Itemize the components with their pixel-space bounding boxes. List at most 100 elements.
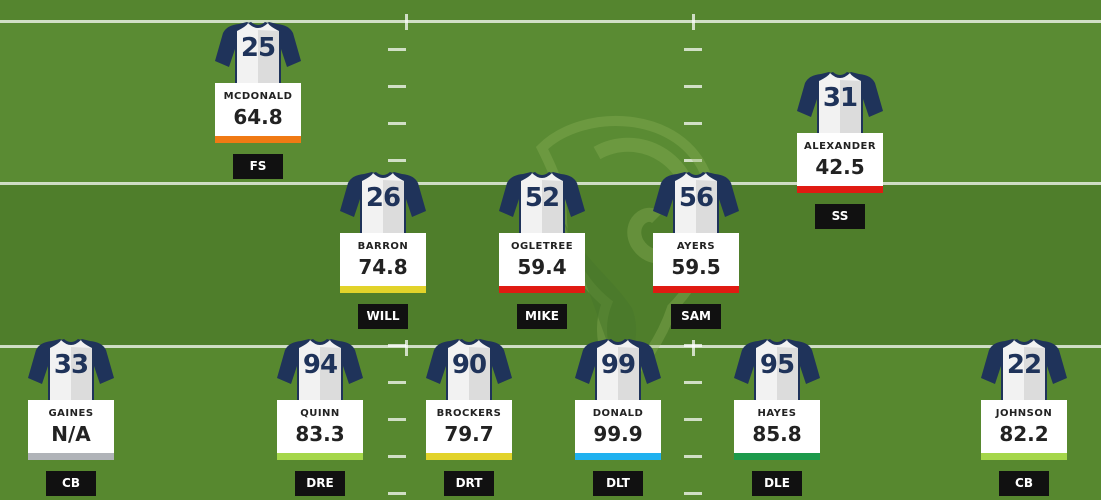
jersey-icon: 99 bbox=[575, 338, 661, 402]
hash-mark bbox=[684, 381, 702, 384]
yard-line bbox=[0, 20, 1101, 23]
hash-mark bbox=[388, 48, 406, 51]
hash-mark bbox=[692, 14, 695, 30]
jersey-number: 90 bbox=[451, 350, 487, 380]
jersey-number: 31 bbox=[822, 83, 858, 113]
hash-mark bbox=[388, 122, 406, 125]
player-grade: 59.5 bbox=[671, 255, 721, 279]
player-grade: 85.8 bbox=[752, 422, 802, 446]
player-info-card: AYERS 59.5 bbox=[653, 233, 739, 293]
grade-color-bar bbox=[797, 186, 883, 193]
jersey-icon: 31 bbox=[797, 71, 883, 135]
position-tag: DRE bbox=[295, 471, 345, 496]
position-tag: DRT bbox=[444, 471, 494, 496]
position-tag: DLE bbox=[752, 471, 802, 496]
hash-mark bbox=[405, 340, 408, 356]
jersey-icon: 33 bbox=[28, 338, 114, 402]
player-grade: 83.3 bbox=[295, 422, 345, 446]
position-tag: SS bbox=[815, 204, 865, 229]
player-grade: 79.7 bbox=[444, 422, 494, 446]
jersey-number: 56 bbox=[678, 183, 714, 213]
jersey-number: 25 bbox=[240, 33, 276, 63]
hash-mark bbox=[388, 159, 406, 162]
hash-mark bbox=[388, 85, 406, 88]
jersey-number: 95 bbox=[759, 350, 795, 380]
player-name: GAINES bbox=[48, 408, 94, 419]
player-info-card: JOHNSON 82.2 bbox=[981, 400, 1067, 460]
hash-mark bbox=[388, 344, 406, 347]
hash-mark bbox=[684, 159, 702, 162]
position-tag: WILL bbox=[358, 304, 408, 329]
grade-color-bar bbox=[734, 453, 820, 460]
player-info-card: OGLETREE 59.4 bbox=[499, 233, 585, 293]
player-name: ALEXANDER bbox=[803, 141, 877, 152]
yard-line bbox=[0, 345, 1101, 348]
hash-mark bbox=[388, 381, 406, 384]
jersey-icon: 25 bbox=[215, 21, 301, 85]
player-grade: 74.8 bbox=[358, 255, 408, 279]
player-name: OGLETREE bbox=[510, 241, 574, 252]
grade-color-bar bbox=[426, 453, 512, 460]
player-info-card: QUINN 83.3 bbox=[277, 400, 363, 460]
hash-mark bbox=[684, 85, 702, 88]
hash-mark bbox=[388, 418, 406, 421]
player-name: HAYES bbox=[757, 408, 797, 419]
jersey-icon: 56 bbox=[653, 171, 739, 235]
position-tag: DLT bbox=[593, 471, 643, 496]
jersey-number: 26 bbox=[365, 183, 401, 213]
jersey-icon: 94 bbox=[277, 338, 363, 402]
jersey-icon: 26 bbox=[340, 171, 426, 235]
player-name: BARRON bbox=[357, 241, 409, 252]
player-info-card: ALEXANDER 42.5 bbox=[797, 133, 883, 193]
hash-mark bbox=[692, 340, 695, 356]
grade-color-bar bbox=[981, 453, 1067, 460]
jersey-number: 22 bbox=[1006, 350, 1042, 380]
player-grade: 42.5 bbox=[815, 155, 865, 179]
jersey-number: 94 bbox=[302, 350, 338, 380]
hash-mark bbox=[405, 14, 408, 30]
player-grade: 82.2 bbox=[999, 422, 1049, 446]
grade-color-bar bbox=[340, 286, 426, 293]
hash-mark bbox=[684, 492, 702, 495]
position-tag: SAM bbox=[671, 304, 721, 329]
grade-color-bar bbox=[28, 453, 114, 460]
jersey-icon: 90 bbox=[426, 338, 512, 402]
player-info-card: HAYES 85.8 bbox=[734, 400, 820, 460]
player-info-card: BARRON 74.8 bbox=[340, 233, 426, 293]
player-info-card: BROCKERS 79.7 bbox=[426, 400, 512, 460]
position-tag: CB bbox=[46, 471, 96, 496]
player-grade: 99.9 bbox=[593, 422, 643, 446]
hash-mark bbox=[684, 455, 702, 458]
player-name: JOHNSON bbox=[995, 408, 1053, 419]
jersey-number: 99 bbox=[600, 350, 636, 380]
position-tag: MIKE bbox=[517, 304, 567, 329]
player-info-card: GAINES N/A bbox=[28, 400, 114, 460]
player-grade: 64.8 bbox=[233, 105, 283, 129]
grade-color-bar bbox=[653, 286, 739, 293]
position-tag: FS bbox=[233, 154, 283, 179]
hash-mark bbox=[684, 48, 702, 51]
jersey-icon: 95 bbox=[734, 338, 820, 402]
hash-mark bbox=[684, 122, 702, 125]
player-name: QUINN bbox=[300, 408, 340, 419]
hash-mark bbox=[684, 418, 702, 421]
hash-mark bbox=[388, 455, 406, 458]
player-name: DONALD bbox=[592, 408, 644, 419]
player-grade: N/A bbox=[51, 422, 91, 446]
grade-color-bar bbox=[215, 136, 301, 143]
jersey-icon: 52 bbox=[499, 171, 585, 235]
jersey-number: 33 bbox=[53, 350, 89, 380]
grade-color-bar bbox=[575, 453, 661, 460]
position-tag: CB bbox=[999, 471, 1049, 496]
jersey-number: 52 bbox=[524, 183, 560, 213]
hash-mark bbox=[388, 492, 406, 495]
player-name: AYERS bbox=[676, 241, 716, 252]
player-name: MCDONALD bbox=[223, 91, 293, 102]
jersey-icon: 22 bbox=[981, 338, 1067, 402]
grade-color-bar bbox=[499, 286, 585, 293]
player-info-card: DONALD 99.9 bbox=[575, 400, 661, 460]
grade-color-bar bbox=[277, 453, 363, 460]
player-name: BROCKERS bbox=[436, 408, 502, 419]
player-info-card: MCDONALD 64.8 bbox=[215, 83, 301, 143]
